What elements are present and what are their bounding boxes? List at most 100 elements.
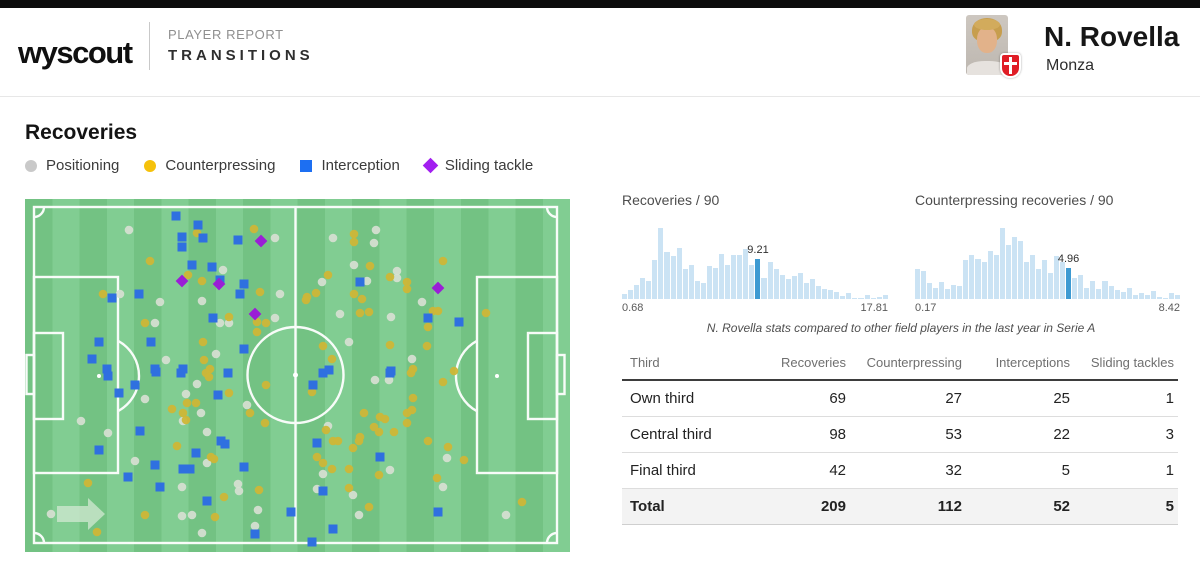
positioning-marker [335, 309, 345, 319]
comparison-caption: N. Rovella stats compared to other field… [706, 321, 1096, 335]
positioning-marker [349, 260, 359, 270]
positioning-marker [181, 389, 191, 399]
positioning-marker [103, 428, 113, 438]
positioning-marker [124, 225, 134, 235]
hist-bar [963, 259, 969, 299]
interception-marker [235, 289, 245, 299]
positioning-marker [202, 427, 212, 437]
counterpressing-marker [224, 312, 234, 322]
pitch-markers [46, 211, 527, 547]
hist-bar [951, 284, 957, 299]
counterpressing-marker [359, 408, 369, 418]
counterpressing-marker [443, 442, 453, 452]
hist-bar [969, 254, 975, 299]
axis-min-label: 0.17 [915, 302, 937, 314]
hist-bar [846, 293, 852, 299]
counterpressing-marker [364, 502, 374, 512]
hist-recoveries-axis: 0.68 17.81 [622, 302, 888, 314]
badge-cross [1009, 57, 1012, 74]
counterpressing-marker [374, 427, 384, 437]
hist-bar [1041, 259, 1048, 299]
interception-marker [250, 529, 260, 539]
interception-marker [87, 354, 97, 364]
counterpressing-marker [312, 452, 322, 462]
hist-bar [779, 274, 785, 299]
hist-counterpressing-title: Counterpressing recoveries / 90 [915, 192, 1114, 208]
highlight-value-label: 9.21 [747, 243, 769, 256]
table-row-central-third: Central third 98 53 22 3 [622, 416, 1178, 453]
hist-bar [993, 254, 999, 299]
positioning-marker [438, 482, 448, 492]
top-bar [0, 0, 1200, 8]
axis-min-label: 0.68 [622, 302, 644, 314]
interception-marker [135, 426, 145, 436]
interception-marker [239, 279, 249, 289]
hist-bar [828, 290, 834, 299]
thirds-stats-table: Third Recoveries Counterpressing Interce… [622, 348, 1178, 525]
counterpressing-marker [83, 478, 93, 488]
player-photo [966, 15, 1008, 75]
hist-bar [999, 228, 1005, 299]
counterpressing-marker [311, 288, 321, 298]
interception-marker [107, 293, 117, 303]
cell-recoveries: 42 [740, 452, 850, 489]
interception-marker [185, 464, 195, 474]
counterpressing-legend-icon [144, 159, 157, 172]
counterpressing-marker [438, 256, 448, 266]
interception-marker [385, 368, 395, 378]
table-header-row: Third Recoveries Counterpressing Interce… [622, 348, 1178, 381]
cell-sliding-tackles: 5 [1074, 488, 1178, 525]
hist-bar [981, 262, 987, 299]
hist-bar [773, 269, 779, 299]
positioning-marker [250, 521, 260, 531]
counterpressing-marker [260, 418, 270, 428]
legend-item-sliding-tackle: Sliding tackle [422, 157, 533, 174]
hist-bar [1168, 293, 1175, 299]
hist-bar [640, 277, 646, 299]
hist-bar [749, 264, 755, 299]
legend-label: Counterpressing [165, 157, 276, 174]
pitch-lines [25, 205, 566, 545]
counterpressing-marker [140, 510, 150, 520]
hist-bar [1108, 286, 1114, 299]
positioning-marker [233, 479, 243, 489]
counterpressing-marker [423, 436, 433, 446]
hist-bar [1162, 297, 1168, 299]
hist-recoveries-chart: 9.21 [622, 228, 888, 299]
hist-bar [791, 276, 797, 299]
positioning-marker [196, 408, 206, 418]
interception-marker [130, 380, 140, 390]
sliding-tackle-marker [431, 281, 445, 295]
interception-marker [433, 507, 443, 517]
legend-item-positioning: Positioning [25, 157, 119, 174]
interception-marker [286, 507, 296, 517]
positioning-marker [369, 238, 379, 248]
hist-bar [933, 287, 939, 299]
interception-marker [146, 337, 156, 347]
interception-marker [114, 388, 124, 398]
hist-bar [785, 279, 791, 299]
cell-interceptions: 25 [966, 380, 1074, 417]
positioning-marker [392, 266, 402, 276]
hist-bar [945, 289, 951, 299]
positioning-marker [371, 225, 381, 235]
positioning-marker [115, 289, 125, 299]
hist-bar [646, 280, 652, 299]
positioning-marker [385, 465, 395, 475]
positioning-marker [328, 233, 338, 243]
player-team: Monza [1046, 57, 1095, 74]
hist-bar [1090, 280, 1096, 299]
positioning-marker [215, 318, 225, 328]
cell-interceptions: 5 [966, 452, 1074, 489]
col-header-recoveries: Recoveries [740, 348, 850, 381]
positioning-marker [192, 379, 202, 389]
counterpressing-marker [197, 276, 207, 286]
positioning-marker [197, 296, 207, 306]
hist-bar [1084, 287, 1090, 299]
hist-bar [700, 283, 706, 299]
counterpressing-marker [301, 295, 311, 305]
hist-bar [1156, 296, 1162, 299]
interception-marker [239, 344, 249, 354]
positioning-marker [442, 453, 452, 463]
interception-marker [324, 365, 334, 375]
